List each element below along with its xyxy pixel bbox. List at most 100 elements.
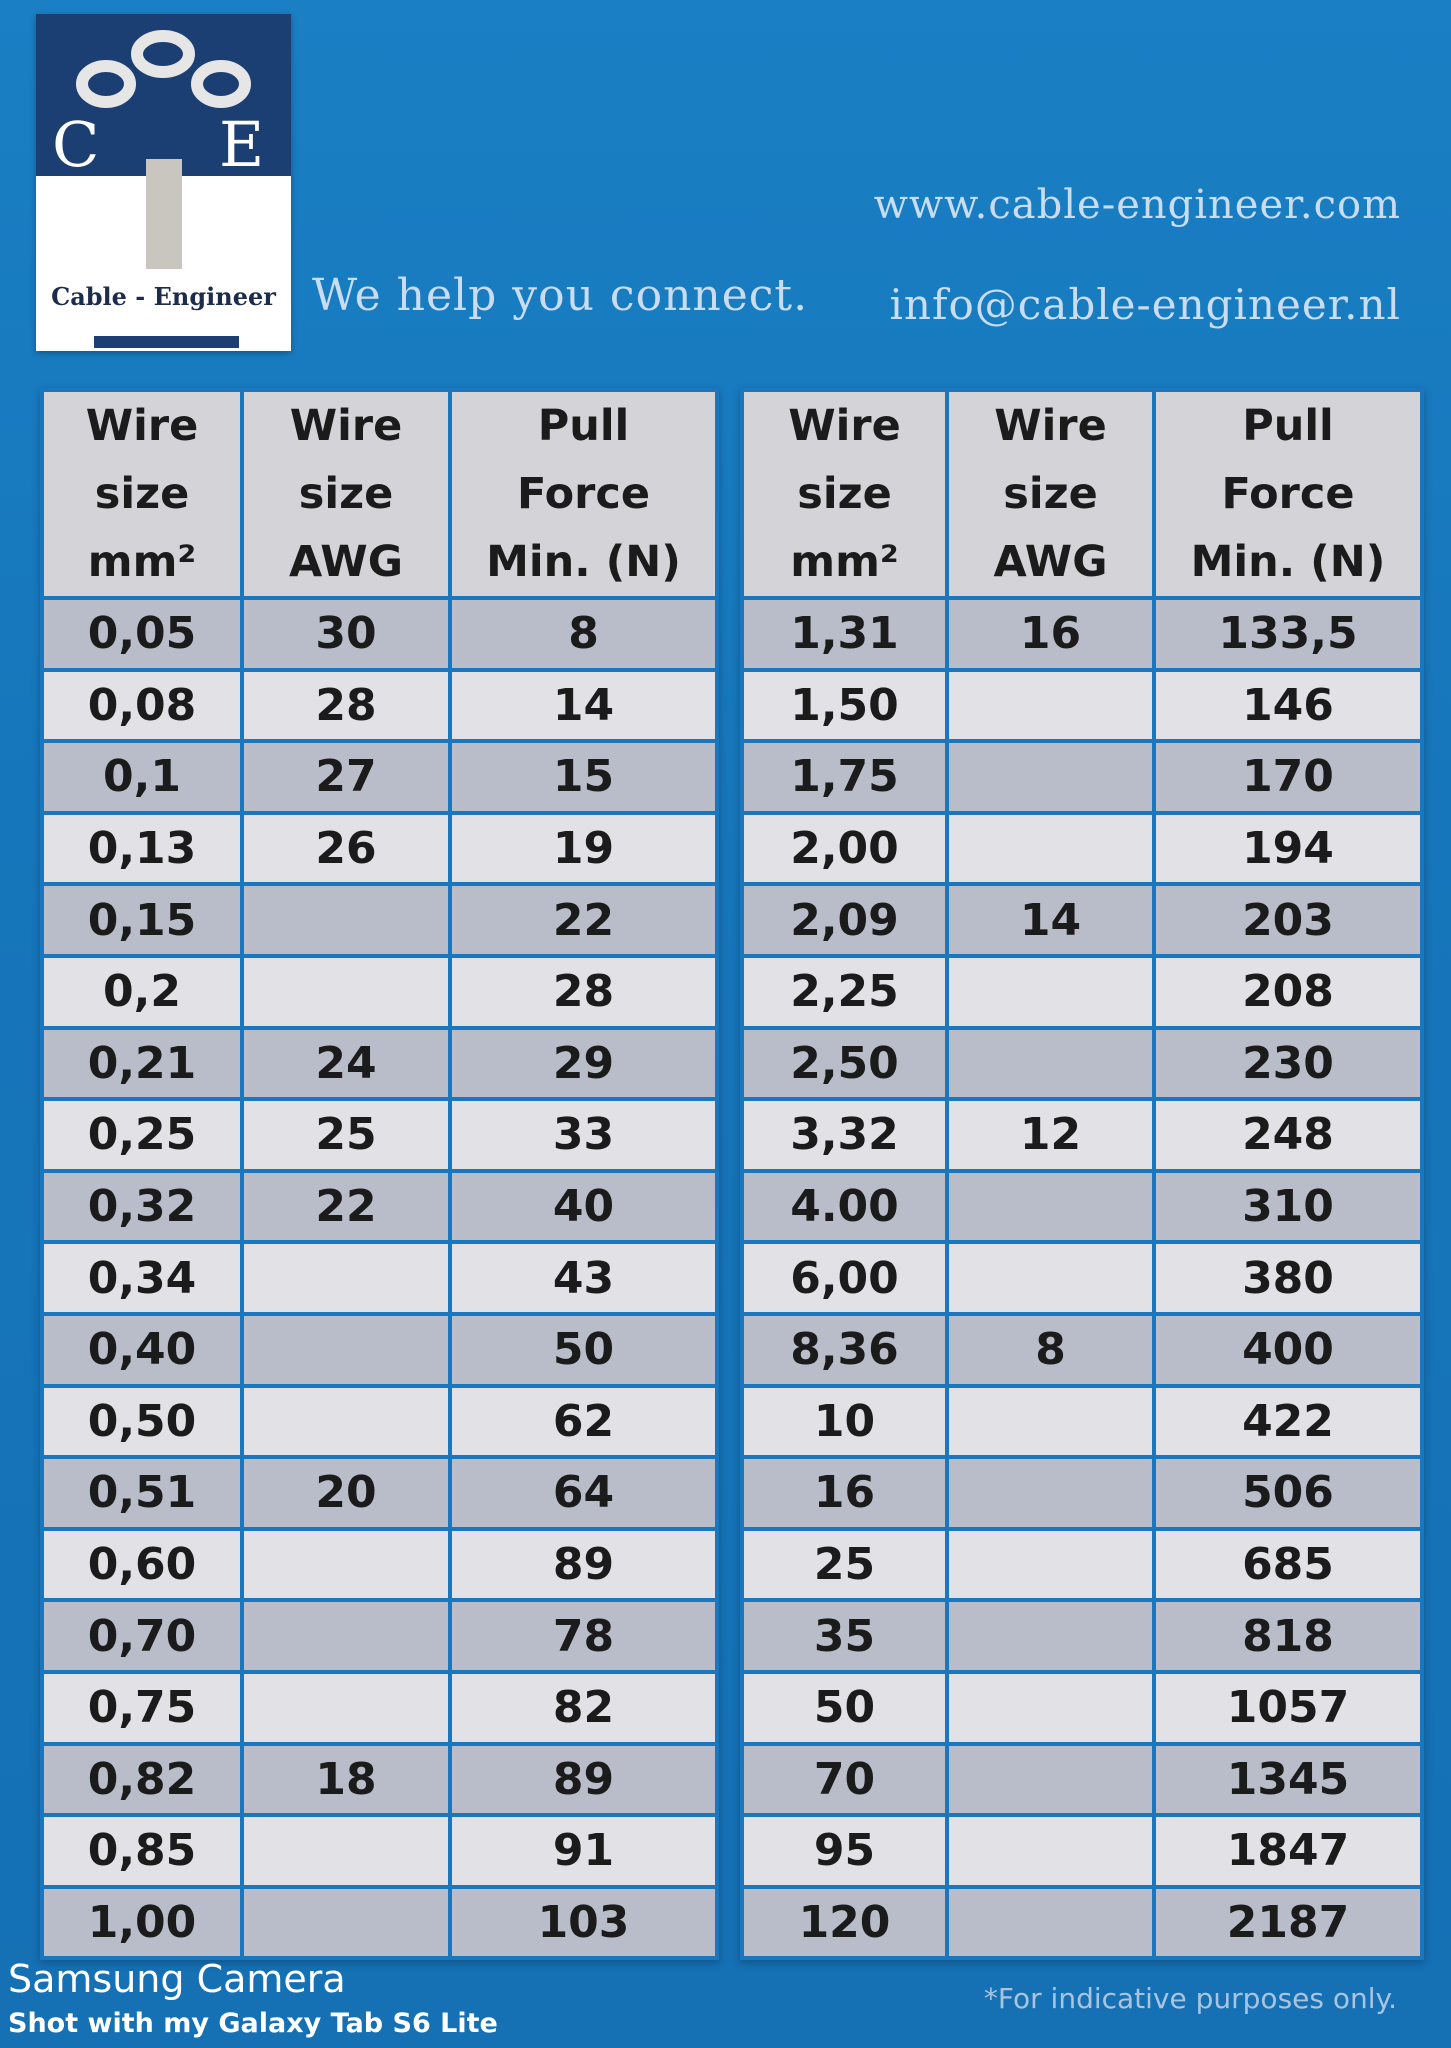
cell-wire-size-mm2: 0,34	[40, 1240, 244, 1316]
table-body-left: 0,05 30 8 0,08 28 14 0,1 27 15 0,13 26 19 0,15 22 0,2 2…	[40, 596, 719, 1961]
cell-wire-size-awg	[240, 1383, 452, 1460]
cell-pull-force: 89	[448, 1741, 719, 1818]
cell-wire-size-awg: 16	[945, 596, 1156, 672]
cell-pull-force: 422	[1152, 1383, 1424, 1460]
cell-pull-force: 310	[1152, 1168, 1424, 1245]
cell-wire-size-awg	[945, 1025, 1156, 1102]
table-row: 0,51 20 64	[40, 1455, 719, 1531]
cell-wire-size-awg	[945, 1526, 1156, 1603]
cell-pull-force: 29	[448, 1025, 719, 1102]
cell-wire-size-mm2: 1,75	[740, 739, 949, 815]
pull-force-table-right: Wire size mm² Wire size AWG Pull Force M…	[740, 388, 1424, 1961]
cell-wire-size-awg: 8	[945, 1311, 1156, 1388]
table-row: 0,1 27 15	[40, 739, 719, 815]
table-row: 0,21 24 29	[40, 1025, 719, 1102]
cell-wire-size-mm2: 35	[740, 1598, 949, 1674]
cell-pull-force: 78	[448, 1598, 719, 1674]
cell-wire-size-mm2: 0,1	[40, 739, 244, 815]
cell-wire-size-mm2: 50	[740, 1669, 949, 1746]
cell-wire-size-awg	[240, 1240, 452, 1316]
cell-pull-force: 64	[448, 1455, 719, 1531]
cell-wire-size-awg	[240, 1884, 452, 1961]
pull-force-table-left: Wire size mm² Wire size AWG Pull Force M…	[40, 388, 719, 1961]
table-header-row: Wire size mm² Wire size AWG Pull Force M…	[40, 388, 719, 600]
cell-wire-size-mm2: 0,40	[40, 1311, 244, 1388]
cell-pull-force: 685	[1152, 1526, 1424, 1603]
table-row: 0,34 43	[40, 1240, 719, 1316]
cell-pull-force: 50	[448, 1311, 719, 1388]
company-logo: C E Cable - Engineer	[36, 14, 291, 351]
cell-pull-force: 8	[448, 596, 719, 672]
table-row: 0,08 28 14	[40, 667, 719, 744]
table-row: 2,09 14 203	[740, 882, 1424, 958]
table-row: 0,50 62	[40, 1383, 719, 1460]
cell-wire-size-mm2: 0,50	[40, 1383, 244, 1460]
cell-wire-size-mm2: 0,60	[40, 1526, 244, 1603]
logo-letter-c: C	[52, 108, 100, 181]
header-wire-size-awg: Wire size AWG	[945, 388, 1156, 600]
logo-name: Cable - Engineer	[51, 282, 276, 311]
cell-wire-size-awg	[945, 810, 1156, 887]
cell-pull-force: 22	[448, 882, 719, 958]
header-wire-size-mm2: Wire size mm²	[740, 388, 949, 600]
table-row: 0,40 50	[40, 1311, 719, 1388]
cell-wire-size-mm2: 0,21	[40, 1025, 244, 1102]
cell-wire-size-mm2: 0,51	[40, 1455, 244, 1531]
table-row: 6,00 380	[740, 1240, 1424, 1316]
cell-wire-size-awg	[945, 1598, 1156, 1674]
cell-wire-size-awg	[945, 739, 1156, 815]
header-wire-size-awg: Wire size AWG	[240, 388, 452, 600]
cell-pull-force: 91	[448, 1813, 719, 1889]
cell-wire-size-awg	[240, 953, 452, 1030]
cell-pull-force: 82	[448, 1669, 719, 1746]
cell-wire-size-mm2: 16	[740, 1455, 949, 1531]
cell-wire-size-awg: 14	[945, 882, 1156, 958]
table-row: 0,70 78	[40, 1598, 719, 1674]
cell-pull-force: 133,5	[1152, 596, 1424, 672]
cell-wire-size-awg	[945, 1168, 1156, 1245]
table-row: 0,75 82	[40, 1669, 719, 1746]
cell-pull-force: 1057	[1152, 1669, 1424, 1746]
cell-wire-size-mm2: 2,00	[740, 810, 949, 887]
cell-wire-size-mm2: 4.00	[740, 1168, 949, 1245]
cell-wire-size-mm2: 25	[740, 1526, 949, 1603]
cable-arcs-icon	[76, 30, 251, 108]
header-pull-force: Pull Force Min. (N)	[448, 388, 719, 600]
cell-wire-size-awg: 27	[240, 739, 452, 815]
cell-wire-size-awg	[240, 1813, 452, 1889]
table-row: 4.00 310	[740, 1168, 1424, 1245]
cell-pull-force: 248	[1152, 1097, 1424, 1173]
cell-pull-force: 14	[448, 667, 719, 744]
cell-pull-force: 194	[1152, 810, 1424, 887]
cell-pull-force: 230	[1152, 1025, 1424, 1102]
cell-wire-size-mm2: 10	[740, 1383, 949, 1460]
cell-pull-force: 19	[448, 810, 719, 887]
cell-wire-size-mm2: 6,00	[740, 1240, 949, 1316]
table-row: 2,00 194	[740, 810, 1424, 887]
cell-wire-size-awg	[945, 953, 1156, 1030]
header-pull-force: Pull Force Min. (N)	[1152, 388, 1424, 600]
cell-pull-force: 818	[1152, 1598, 1424, 1674]
table-row: 0,15 22	[40, 882, 719, 958]
cell-wire-size-awg	[945, 1240, 1156, 1316]
cell-pull-force: 170	[1152, 739, 1424, 815]
table-row: 0,85 91	[40, 1813, 719, 1889]
cell-wire-size-mm2: 120	[740, 1884, 949, 1961]
cell-wire-size-awg	[240, 1669, 452, 1746]
cell-wire-size-mm2: 1,31	[740, 596, 949, 672]
cell-wire-size-awg	[240, 1598, 452, 1674]
cell-wire-size-mm2: 0,85	[40, 1813, 244, 1889]
table-row: 120 2187	[740, 1884, 1424, 1961]
table-header-row: Wire size mm² Wire size AWG Pull Force M…	[740, 388, 1424, 600]
table-row: 1,31 16 133,5	[740, 596, 1424, 672]
cell-wire-size-mm2: 0,05	[40, 596, 244, 672]
logo-letter-e: E	[219, 108, 265, 181]
camera-watermark-title: Samsung Camera	[8, 1957, 346, 2001]
cell-wire-size-mm2: 0,15	[40, 882, 244, 958]
cell-pull-force: 506	[1152, 1455, 1424, 1531]
cell-wire-size-awg: 26	[240, 810, 452, 887]
email-text: info@cable-engineer.nl	[889, 280, 1401, 329]
cell-wire-size-mm2: 0,75	[40, 1669, 244, 1746]
cell-pull-force: 40	[448, 1168, 719, 1245]
cell-pull-force: 62	[448, 1383, 719, 1460]
